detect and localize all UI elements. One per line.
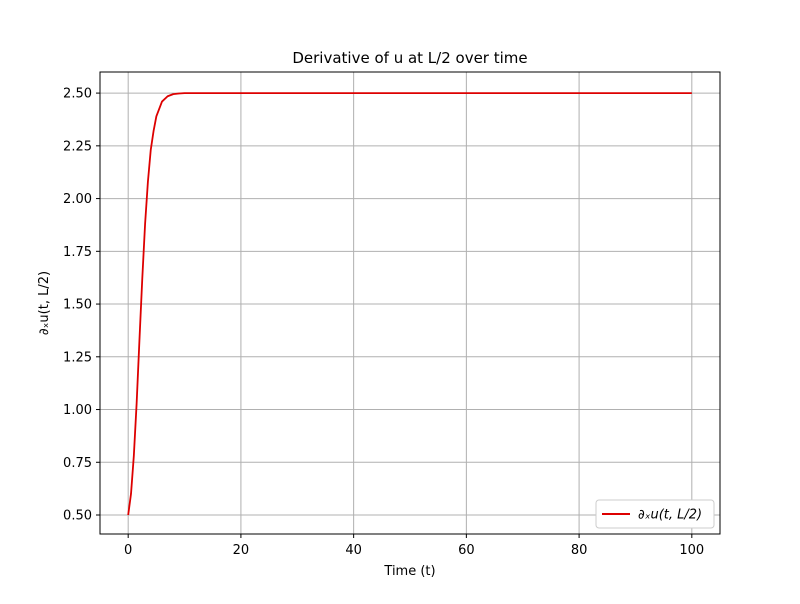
y-tick-label: 2.50	[63, 87, 92, 102]
x-tick-label: 60	[458, 543, 475, 558]
x-tick-label: 0	[124, 543, 132, 558]
x-axis-label: Time (t)	[383, 564, 435, 579]
y-axis-label: ∂ₓu(t, L/2)	[37, 271, 52, 335]
y-tick-label: 1.50	[63, 298, 92, 313]
y-tick-label: 1.25	[63, 350, 92, 365]
y-tick-label: 1.00	[63, 403, 92, 418]
x-tick-label: 80	[571, 543, 588, 558]
x-tick-label: 40	[345, 543, 362, 558]
legend-box	[595, 499, 715, 529]
axis-ticks: 0 20 40 60 80 100 0.50 0.75 1.00 1.25 1.50 1.75 2.00…	[63, 87, 704, 558]
chart-title: Derivative of u at L/2 over time	[292, 49, 527, 67]
legend: ∂ₓu(t, L/2)	[595, 499, 715, 529]
y-tick-label: 0.50	[63, 509, 92, 524]
legend-label: ∂ₓu(t, L/2)	[638, 508, 702, 523]
y-tick-label: 2.00	[63, 192, 92, 207]
y-tick-label: 2.25	[63, 139, 92, 154]
y-tick-label: 1.75	[63, 245, 92, 260]
y-tick-label: 0.75	[63, 456, 92, 471]
x-tick-label: 20	[233, 543, 250, 558]
plot-frame	[99, 71, 721, 535]
series-layer	[127, 92, 692, 516]
series-line-0	[127, 92, 692, 516]
x-tick-label: 100	[679, 543, 704, 558]
